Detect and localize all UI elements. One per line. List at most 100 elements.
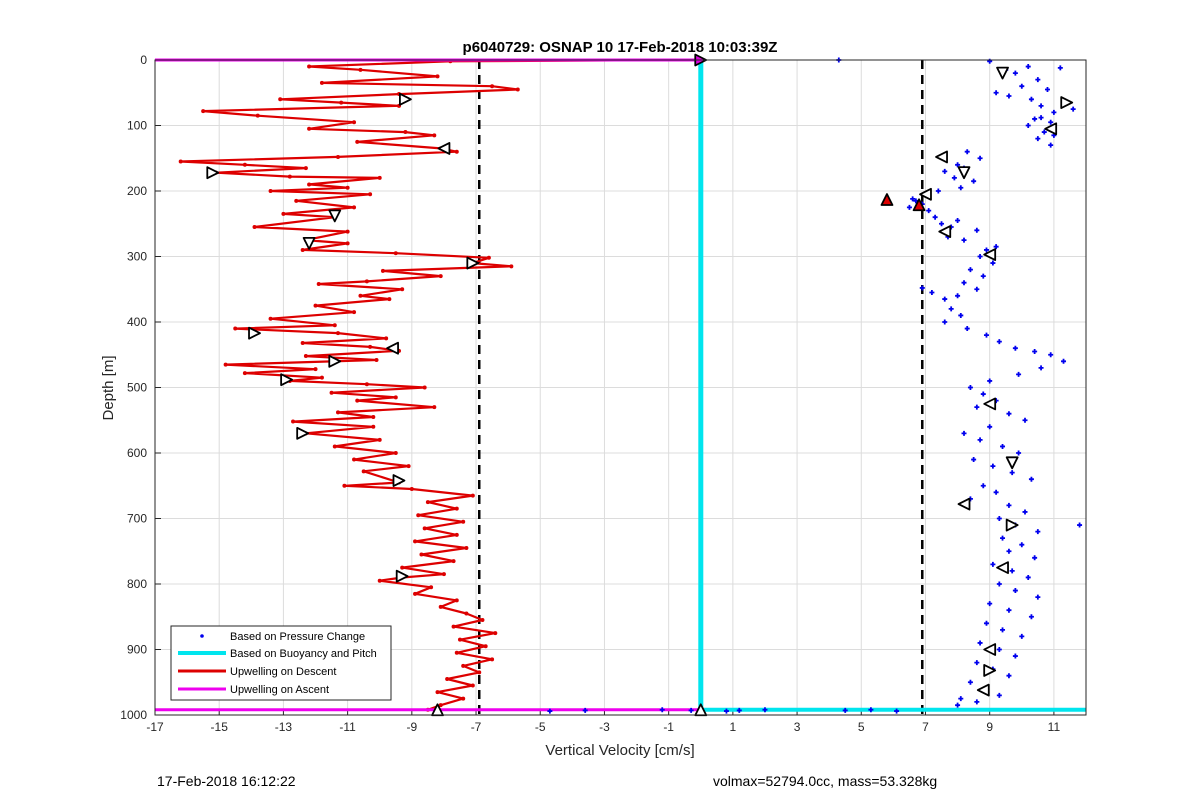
pressure-point [977, 155, 983, 161]
pressure-point [1009, 470, 1015, 476]
pressure-point [996, 692, 1002, 698]
descent-point [294, 198, 299, 203]
marker-layer [206, 53, 1074, 717]
triangle-marker [1044, 122, 1058, 136]
pressure-point [951, 175, 957, 181]
pressure-point [967, 385, 973, 390]
triangle-marker [328, 209, 342, 223]
pressure-point [955, 702, 961, 708]
pressure-point [977, 437, 983, 443]
descent-point [377, 437, 382, 442]
pressure-point [1012, 70, 1018, 76]
y-axis-ticks: 0 100 200 300 400 500 600 700 800 900 1000 [120, 53, 161, 722]
descent-point [300, 247, 305, 252]
descent-point [313, 367, 318, 372]
pressure-point [974, 699, 980, 705]
descent-point [393, 451, 398, 455]
descent-point [486, 255, 491, 260]
descent-point [445, 676, 450, 681]
pressure-point [958, 312, 964, 318]
y-tick-label: 800 [127, 577, 147, 591]
descent-point [319, 375, 324, 380]
pressure-point [723, 708, 729, 714]
x-tick-label: 7 [922, 720, 929, 734]
pressure-point [942, 296, 948, 302]
pressure-point [868, 707, 874, 713]
pressure-point [996, 647, 1002, 652]
x-tick-label: -17 [146, 720, 164, 734]
descent-point [515, 87, 520, 92]
plot-frame [154, 59, 1087, 716]
descent-point [387, 297, 392, 302]
legend-label-ascent: Upwelling on Ascent [230, 684, 329, 696]
pressure-point [990, 561, 996, 567]
pressure-point [582, 707, 588, 713]
pressure-point [993, 90, 999, 96]
descent-point [438, 703, 443, 708]
pressure-point [942, 319, 948, 325]
descent-point [268, 316, 273, 321]
x-tick-label: 9 [986, 720, 993, 734]
x-tick-label: -9 [406, 720, 417, 734]
triangle-marker [395, 569, 409, 583]
triangle-marker [880, 193, 894, 206]
descent-point [490, 84, 495, 89]
descent-point [255, 113, 260, 118]
pressure-point [547, 708, 553, 714]
triangle-marker [466, 256, 480, 270]
descent-point [364, 279, 369, 284]
descent-point [435, 690, 440, 695]
x-tick-label: -15 [211, 720, 229, 734]
descent-point [291, 419, 296, 424]
descent-point [470, 493, 475, 498]
descent-point [454, 650, 459, 655]
descent-point [438, 274, 443, 279]
pressure-point [1006, 607, 1012, 613]
y-tick-label: 100 [127, 119, 147, 133]
pressure-point [906, 204, 912, 210]
pressure-point [983, 332, 989, 338]
pressure-point [993, 489, 999, 495]
descent-point [377, 175, 382, 180]
pressure-point [659, 707, 665, 713]
descent-point [342, 483, 347, 488]
pressure-point [990, 260, 996, 266]
y-tick-label: 200 [127, 184, 147, 198]
descent-point [432, 405, 437, 410]
descent-point [413, 591, 418, 596]
pressure-point [987, 424, 993, 430]
legend-label-pressure: Based on Pressure Change [230, 631, 365, 643]
pressure-point [1028, 476, 1034, 482]
pressure-point [974, 660, 980, 666]
descent-point [278, 97, 283, 102]
descent-point [332, 444, 337, 449]
triangle-marker [206, 166, 220, 180]
descent-point [425, 500, 430, 505]
pressure-point [961, 237, 967, 243]
descent-point [432, 133, 437, 138]
triangle-marker [1005, 518, 1019, 532]
x-tick-label: 1 [730, 720, 737, 734]
pressure-point [987, 378, 993, 384]
descent-point [461, 519, 466, 524]
pressure-point [1077, 522, 1083, 528]
descent-point [454, 506, 459, 511]
pressure-point [762, 707, 768, 713]
descent-point [422, 385, 427, 390]
pressure-point [935, 188, 941, 194]
pressure-point [1012, 653, 1018, 659]
y-tick-label: 600 [127, 446, 147, 460]
pressure-point [842, 707, 848, 713]
triangle-marker [957, 497, 971, 511]
descent-point [377, 578, 382, 583]
pressure-point [1028, 96, 1034, 102]
x-tick-label: 3 [794, 720, 801, 734]
pressure-point [958, 696, 964, 702]
pressure-point [939, 221, 945, 227]
descent-point [371, 424, 376, 429]
pressure-point [964, 149, 970, 155]
descent-point [352, 457, 357, 462]
descent-point [454, 598, 459, 603]
descent-point [403, 130, 408, 135]
pressure-point [736, 707, 742, 713]
